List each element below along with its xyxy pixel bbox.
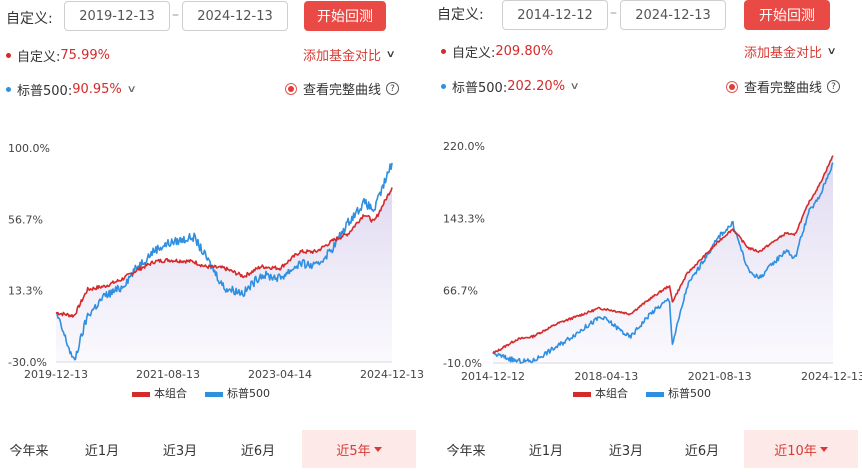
end-date-input[interactable]: 2024-12-13	[620, 0, 726, 30]
x-tick-label: 2019-12-13	[24, 368, 88, 381]
legend-swatch	[132, 392, 150, 397]
legend-swatch	[205, 392, 223, 397]
series-sp500-label: 标普500:	[17, 84, 73, 99]
tab-10y-label: 近10年	[774, 443, 817, 459]
series-line-sp500	[492, 162, 834, 364]
legend-label: 本组合	[595, 386, 628, 400]
start-backtest-button[interactable]: 开始回测	[744, 0, 830, 30]
red-dot-icon	[441, 49, 446, 54]
custom-label: 自定义:	[437, 7, 484, 23]
help-icon[interactable]: ?	[827, 80, 841, 93]
view-full-curve-toggle[interactable]: 查看完整曲线 ?	[285, 79, 400, 98]
radio-selected-icon	[285, 82, 297, 95]
blue-dot-icon	[441, 84, 446, 89]
series-line-portfolio	[55, 187, 393, 318]
x-tick-label: 2014-12-12	[461, 370, 525, 383]
add-fund-compare-label: 添加基金对比	[744, 46, 823, 61]
x-tick-label: 2023-04-14	[248, 368, 312, 381]
period-tabs: 今年来 近1月 近3月 近6月 近5年	[0, 430, 431, 468]
add-fund-compare-label: 添加基金对比	[303, 49, 382, 64]
radio-selected-icon	[726, 80, 738, 93]
performance-chart-5y: 100.0% 56.7% 13.3% -30.0%2019-12-13 2021-08-…	[8, 142, 424, 400]
x-tick-label: 2021-08-13	[136, 368, 200, 381]
x-tick-label: 2024-12-13	[801, 370, 862, 383]
date-separator: –	[172, 7, 179, 23]
chevron-down-icon: ∨	[126, 84, 137, 95]
tab-3m[interactable]: 近3月	[162, 443, 198, 459]
chevron-down-icon: ∨	[569, 81, 580, 92]
y-tick-label: 66.7%	[443, 285, 478, 298]
y-tick-label: 100.0%	[8, 142, 50, 155]
y-tick-label: -10.0%	[443, 357, 482, 370]
series-line-portfolio	[492, 155, 834, 355]
series-custom-value: 209.80%	[495, 44, 554, 59]
date-separator: –	[610, 5, 617, 21]
view-full-curve-toggle[interactable]: 查看完整曲线 ?	[726, 77, 841, 96]
legend-swatch	[573, 392, 591, 397]
tab-ytd[interactable]: 今年来	[446, 443, 486, 459]
x-tick-label: 2021-08-13	[688, 370, 752, 383]
tab-3m[interactable]: 近3月	[608, 443, 644, 459]
end-date-input[interactable]: 2024-12-13	[182, 1, 288, 31]
series-sp500-label: 标普500:	[452, 81, 508, 96]
portfolio-area	[493, 155, 833, 363]
tab-6m[interactable]: 近6月	[240, 443, 276, 459]
start-date-input[interactable]: 2014-12-12	[502, 0, 608, 30]
x-tick-label: 2018-04-13	[574, 370, 638, 383]
period-tabs: 今年来 近1月 近3月 近6月 近10年	[431, 430, 862, 468]
tab-1m[interactable]: 近1月	[84, 443, 120, 459]
series-custom-label: 自定义:	[17, 50, 61, 65]
y-tick-label: 56.7%	[8, 213, 43, 226]
tab-5y-label: 近5年	[336, 443, 371, 459]
view-full-curve-label: 查看完整曲线	[744, 81, 823, 96]
series-sp500-value: 90.95%	[72, 82, 122, 97]
series-custom-summary: 自定义: 75.99%	[6, 46, 110, 65]
y-tick-label: 143.3%	[443, 212, 485, 225]
series-custom-summary: 自定义: 209.80%	[441, 42, 553, 61]
tab-6m[interactable]: 近6月	[684, 443, 720, 459]
series-sp500-summary[interactable]: 标普500: 90.95% ∨	[6, 80, 137, 99]
tab-10y[interactable]: 近10年	[744, 430, 858, 468]
series-custom-label: 自定义:	[452, 46, 496, 61]
start-backtest-button[interactable]: 开始回测	[304, 1, 386, 31]
view-full-curve-label: 查看完整曲线	[303, 83, 382, 98]
chevron-down-icon: ∨	[826, 46, 837, 57]
add-fund-compare-link[interactable]: 添加基金对比 ∨	[303, 45, 396, 64]
y-tick-label: -30.0%	[8, 356, 47, 369]
caret-down-icon	[373, 446, 382, 452]
legend-label: 标普500	[227, 386, 270, 400]
legend-swatch	[646, 392, 664, 397]
add-fund-compare-link[interactable]: 添加基金对比 ∨	[744, 42, 837, 61]
portfolio-area	[56, 187, 392, 362]
series-custom-value: 75.99%	[60, 48, 110, 63]
custom-label: 自定义:	[6, 11, 53, 27]
tab-1m[interactable]: 近1月	[528, 443, 564, 459]
series-sp500-value: 202.20%	[507, 79, 566, 94]
backtest-panel-5y: 自定义: 2019-12-13 – 2024-12-13 开始回测 自定义: 7…	[0, 1, 431, 468]
blue-dot-icon	[6, 87, 11, 92]
backtest-panel-10y: 自定义: 2014-12-12 – 2024-12-13 开始回测 自定义: 2…	[431, 0, 862, 472]
y-tick-label: 220.0%	[443, 140, 485, 153]
caret-down-icon	[819, 446, 828, 452]
y-tick-label: 13.3%	[8, 285, 43, 298]
legend-label: 本组合	[154, 386, 187, 400]
start-date-input[interactable]: 2019-12-13	[64, 1, 170, 31]
performance-chart-10y: 220.0% 143.3% 66.7% -10.0%2014-12-12 2018-04…	[443, 140, 862, 400]
legend-label: 标普500	[668, 386, 711, 400]
tab-ytd[interactable]: 今年来	[9, 443, 49, 459]
x-tick-label: 2024-12-13	[360, 368, 424, 381]
tab-5y[interactable]: 近5年	[302, 430, 416, 468]
help-icon[interactable]: ?	[386, 82, 400, 95]
series-sp500-summary[interactable]: 标普500: 202.20% ∨	[441, 77, 580, 96]
chevron-down-icon: ∨	[385, 49, 396, 60]
red-dot-icon	[6, 53, 11, 58]
